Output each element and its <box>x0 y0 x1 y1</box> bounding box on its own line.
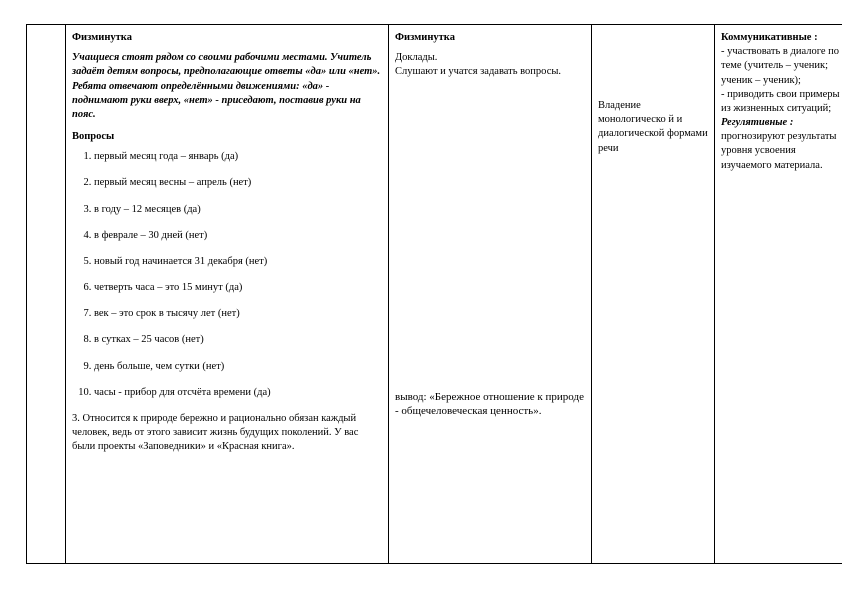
speech-forms-text: Владение монологическо й и диалогической… <box>598 99 708 156</box>
comm-item-2: - приводить свои примеры из жизненных си… <box>721 88 841 116</box>
activity-col: Физминутка Учащиеся стоят рядом со своим… <box>66 25 389 564</box>
fizminutka-heading: Физминутка <box>72 31 382 45</box>
question-item: век – это срок в тысячу лет (нет) <box>94 307 382 321</box>
question-item: день больше, чем сутки (нет) <box>94 360 382 374</box>
questions-heading: Вопросы <box>72 130 382 144</box>
questions-list: первый месяц года – январь (да) первый м… <box>72 150 382 400</box>
page: Физминутка Учащиеся стоят рядом со своим… <box>0 0 842 595</box>
question-item: четверть часа – это 15 минут (да) <box>94 281 382 295</box>
comm-item-1: - участвовать в диалоге по теме (учитель… <box>721 45 841 88</box>
speech-forms-col: Владение монологическо й и диалогической… <box>592 25 715 564</box>
doklady-line: Доклады. <box>395 51 585 65</box>
reg-item-1: прогнозируют результаты уровня усвоения … <box>721 130 841 173</box>
question-item: в сутках – 25 часов (нет) <box>94 333 382 347</box>
question-item: часы - прибор для отсчёта времени (да) <box>94 386 382 400</box>
question-item: в феврале – 30 дней (нет) <box>94 229 382 243</box>
communicative-heading: Коммуникативные : <box>721 31 841 45</box>
question-item: первый месяц года – январь (да) <box>94 150 382 164</box>
uud-col: Коммуникативные : - участвовать в диалог… <box>715 25 842 564</box>
conclusion-text: вывод: «Бережное отношение к природе - о… <box>395 390 585 420</box>
question-item: первый месяц весны – апрель (нет) <box>94 176 382 190</box>
question-item: в году – 12 месяцев (да) <box>94 203 382 217</box>
regulative-heading: Регулятивные : <box>721 116 841 130</box>
student-activity-col: Физминутка Доклады. Слушают и учатся зад… <box>389 25 592 564</box>
question-item: новый год начинается 31 декабря (нет) <box>94 255 382 269</box>
activity-intro: Учащиеся стоят рядом со своими рабочими … <box>72 51 382 122</box>
fizminutka-heading-2: Физминутка <box>395 31 585 45</box>
content-table: Физминутка Учащиеся стоят рядом со своим… <box>26 24 842 564</box>
paragraph-3: 3. Относится к природе бережно и рациона… <box>72 412 382 455</box>
listen-line: Слушают и учатся задавать вопросы. <box>395 65 585 79</box>
empty-col <box>27 25 66 564</box>
